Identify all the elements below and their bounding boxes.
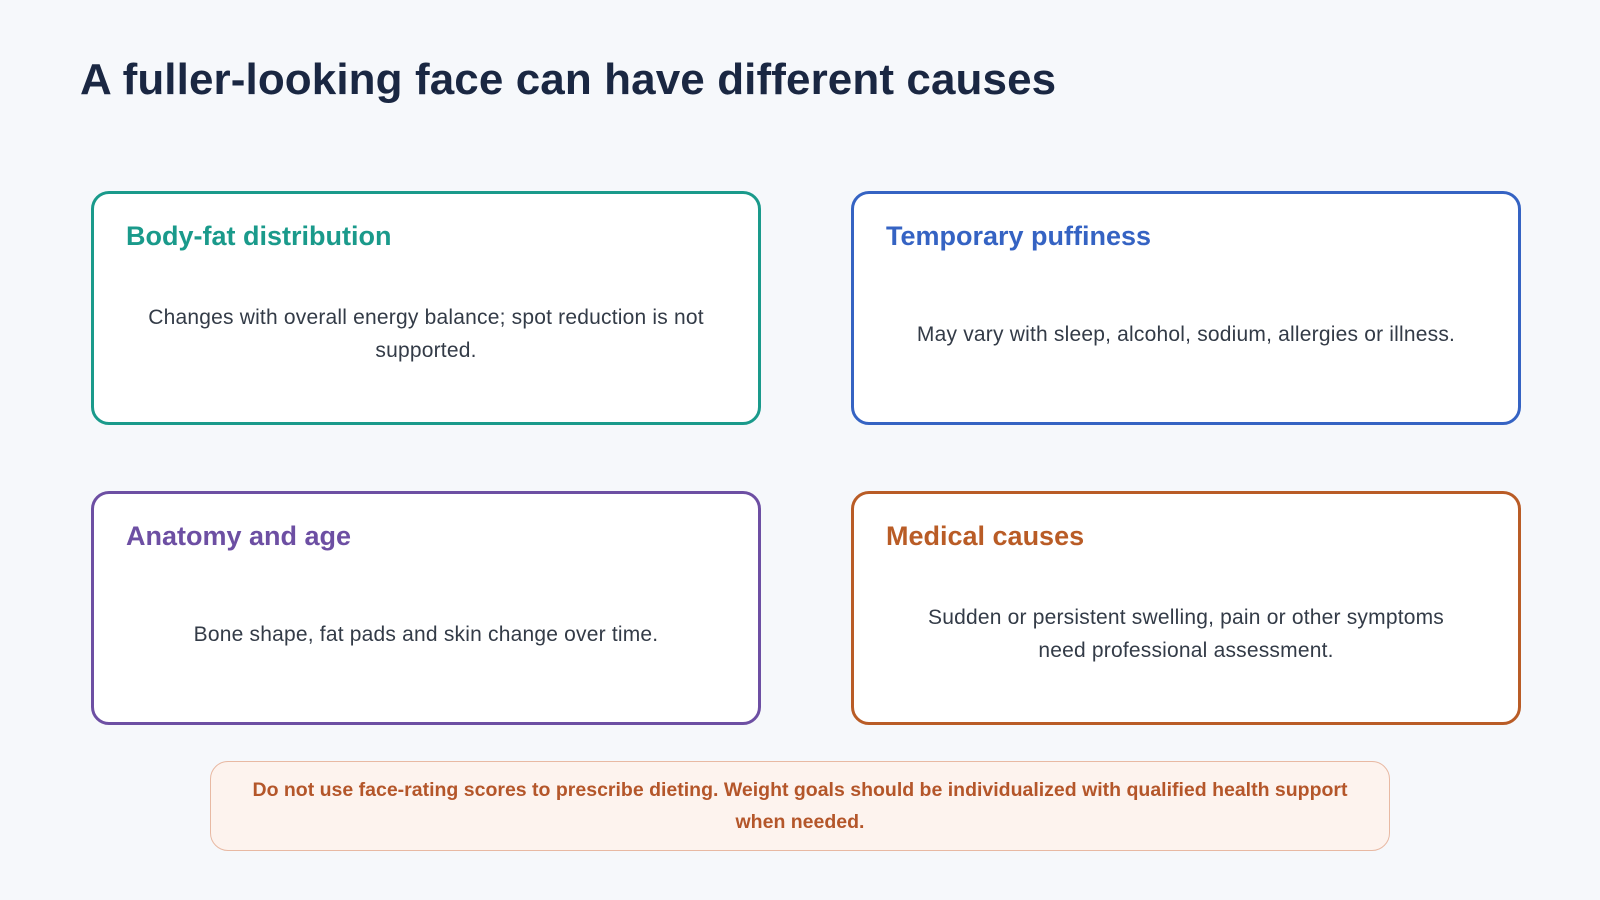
- card-temporary-puffiness: Temporary puffiness May vary with sleep,…: [851, 191, 1521, 425]
- card-heading: Anatomy and age: [126, 521, 352, 551]
- card-heading: Temporary puffiness: [886, 221, 1152, 251]
- card-body-text: Sudden or persistent swelling, pain or o…: [927, 606, 1444, 662]
- dieting-warning-notice: Do not use face-rating scores to prescri…: [210, 761, 1390, 851]
- card-body-fat-distribution: Body-fat distribution Changes with overa…: [91, 191, 761, 425]
- card-body: May vary with sleep, alcohol, sodium, al…: [894, 266, 1478, 422]
- card-body-text: Bone shape, fat pads and skin change ove…: [193, 622, 659, 646]
- card-body-text: May vary with sleep, alcohol, sodium, al…: [916, 322, 1456, 346]
- page-title: A fuller-looking face can have different…: [80, 55, 1057, 104]
- card-anatomy-and-age: Anatomy and age Bone shape, fat pads and…: [91, 491, 761, 725]
- card-body: Bone shape, fat pads and skin change ove…: [134, 566, 718, 722]
- card-body: Changes with overall energy balance; spo…: [134, 266, 718, 422]
- card-heading: Body-fat distribution: [126, 221, 392, 251]
- notice-text: Do not use face-rating scores to prescri…: [252, 779, 1348, 833]
- card-medical-causes: Medical causes Sudden or persistent swel…: [851, 491, 1521, 725]
- card-heading: Medical causes: [886, 521, 1085, 551]
- card-body: Sudden or persistent swelling, pain or o…: [894, 566, 1478, 722]
- card-body-text: Changes with overall energy balance; spo…: [148, 306, 704, 362]
